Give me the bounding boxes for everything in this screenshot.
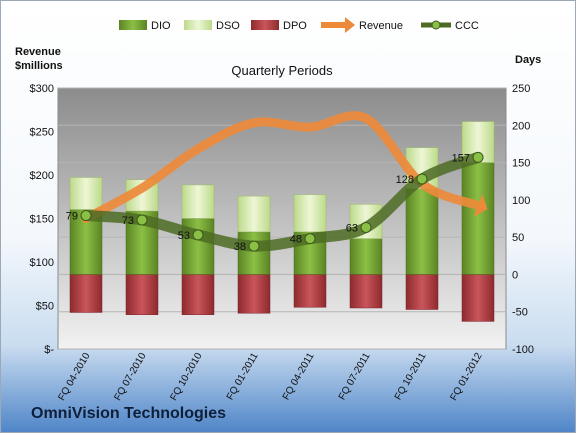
revenue-line	[81, 111, 483, 223]
ccc-data-label: 128	[396, 174, 414, 186]
ccc-data-label: 63	[346, 222, 358, 234]
x-axis-tick-label: FQ 07-2011	[337, 351, 373, 402]
right-axis-tick-label: 50	[512, 232, 524, 244]
left-axis-tick-label: $150	[30, 214, 54, 226]
x-axis-tick-label: FQ 07-2010	[112, 351, 148, 403]
company-name: OmniVision Technologies	[31, 405, 226, 422]
left-axis-tick-label: $300	[30, 83, 54, 95]
bar-dpo	[405, 274, 439, 310]
revenue-arrowhead	[473, 194, 488, 217]
x-axis-tick-label: FQ 04-2011	[281, 351, 317, 402]
right-axis-tick-label: -100	[512, 344, 534, 356]
bar-dpo	[293, 274, 327, 308]
ccc-data-label: 157	[452, 152, 470, 164]
legend-marker-ccc	[431, 20, 441, 30]
right-axis-tick-label: 100	[512, 195, 530, 207]
right-axis-tick-label: 250	[512, 83, 530, 95]
bar-dso	[293, 194, 327, 233]
ccc-marker	[136, 214, 148, 226]
ccc-data-label: 53	[178, 230, 190, 242]
left-axis-title-line2: $millions	[15, 60, 63, 72]
ccc-data-label: 73	[122, 215, 134, 227]
left-axis-tick-label: $100	[30, 257, 54, 269]
ccc-line	[80, 151, 484, 252]
right-axis-tick-label: 0	[512, 269, 518, 281]
ccc-marker	[248, 240, 260, 252]
bar-dso	[69, 177, 103, 210]
ccc-data-label: 79	[66, 211, 78, 223]
ccc-data-label: 48	[290, 234, 302, 246]
right-axis-tick-label: 200	[512, 120, 530, 132]
bar-dio	[349, 238, 383, 275]
legend-swatch-dso	[184, 20, 212, 30]
ccc-marker	[304, 233, 316, 245]
ccc-marker	[192, 229, 204, 241]
legend-label-dpo: DPO	[283, 20, 307, 32]
bar-dio	[461, 162, 495, 275]
bar-dso	[181, 184, 215, 219]
legend-label-dso: DSO	[216, 20, 240, 32]
legend-swatch-dpo	[251, 20, 279, 30]
x-axis-tick-label: FQ 04-2010	[56, 351, 92, 403]
x-axis-tick-label: FQ 10-2011	[393, 351, 429, 402]
legend-label-revenue: Revenue	[359, 20, 403, 32]
legend-label-ccc: CCC	[455, 20, 479, 32]
x-axis-tick-label: FQ 10-2010	[168, 351, 204, 403]
right-axis-title: Days	[515, 54, 542, 66]
ccc-marker	[416, 173, 428, 185]
bar-dio	[237, 231, 271, 275]
left-axis-tick-label: $250	[30, 127, 54, 139]
x-axis-tick-label: FQ 01-2011	[225, 351, 261, 402]
ccc-marker	[80, 210, 92, 222]
left-axis-title-line1: Revenue	[15, 46, 61, 58]
ccc-marker	[360, 221, 372, 233]
right-axis-tick-label: 150	[512, 158, 530, 170]
left-axis-tick-label: $-	[44, 344, 54, 356]
chart-title: Quarterly Periods	[231, 63, 333, 78]
legend-swatch-dio	[119, 20, 147, 30]
left-axis-title: Revenue $millions	[15, 45, 63, 73]
bar-dso	[237, 195, 271, 233]
bar-dpo	[461, 274, 495, 322]
left-axis-tick-label: $50	[36, 301, 54, 313]
bar-dpo	[125, 274, 159, 315]
bar-dpo	[349, 274, 383, 309]
legend-label-dio: DIO	[151, 20, 171, 32]
left-axis-tick-label: $200	[30, 170, 54, 182]
legend-arrow-revenue	[345, 17, 355, 33]
ccc-marker	[472, 151, 484, 163]
x-axis-tick-label: FQ 01-2012	[448, 351, 484, 403]
bar-dpo	[237, 274, 271, 314]
bar-dpo	[69, 274, 103, 313]
bar-dpo	[181, 274, 215, 315]
right-axis-tick-label: -50	[512, 307, 528, 319]
bar-dio	[405, 188, 439, 275]
ccc-data-label: 38	[234, 241, 246, 253]
